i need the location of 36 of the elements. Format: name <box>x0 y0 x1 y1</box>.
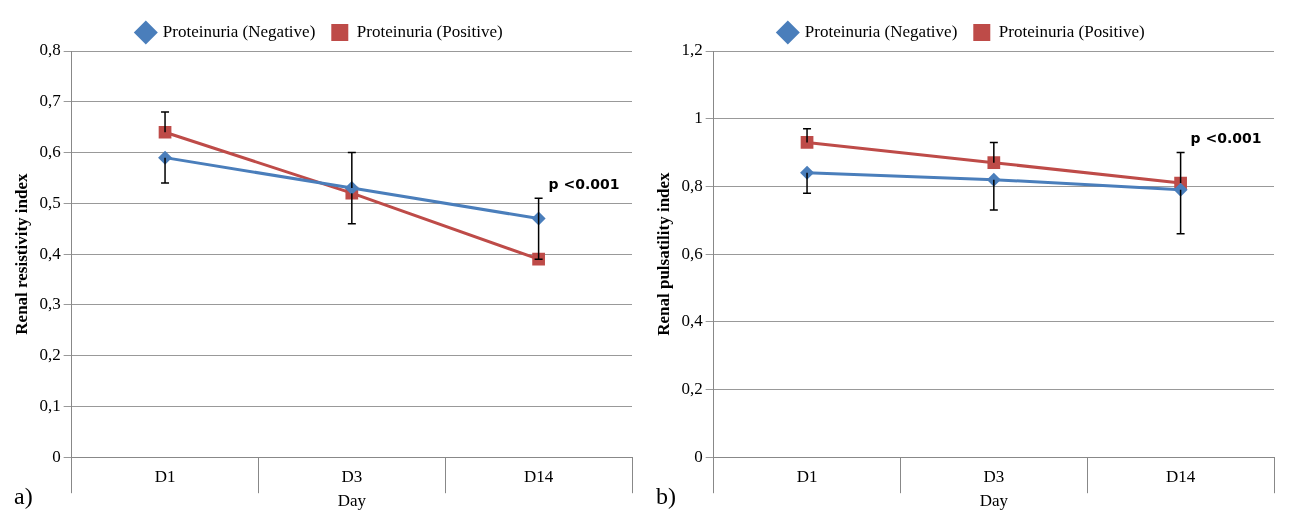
x-axis-title: Day <box>979 491 1009 511</box>
x-tick-label: D1 <box>154 466 176 486</box>
y-tick-label: 0,6 <box>681 243 703 263</box>
y-tick-label: 0,3 <box>39 294 61 314</box>
y-tick-label: 0,2 <box>39 345 61 365</box>
y-tick-label: 0,8 <box>681 175 703 195</box>
y-tick-label: 0 <box>694 446 703 466</box>
y-tick-label: 0,6 <box>39 142 61 162</box>
y-axis-title: Renal pulsatility index <box>653 171 673 336</box>
y-tick-label: 0,4 <box>681 311 704 331</box>
point <box>987 156 1001 170</box>
y-tick-label: 0,8 <box>39 40 61 60</box>
text: b) <box>656 483 676 510</box>
legend-label: Proteinuria (Negative) <box>804 21 958 41</box>
y-tick-label: 0,7 <box>39 91 62 111</box>
annotation: p <0.001 <box>548 175 620 192</box>
text: a) <box>14 483 33 510</box>
x-axis-title: Day <box>337 491 367 511</box>
y-tick-label: 0,1 <box>39 395 61 415</box>
x-tick-label: D14 <box>523 466 554 486</box>
legend-label: Proteinuria (Positive) <box>998 21 1145 41</box>
annotation: p <0.001 <box>1190 130 1262 147</box>
legend-label: Proteinuria (Negative) <box>162 21 316 41</box>
x-tick-label: D3 <box>983 466 1005 486</box>
y-axis-title: Renal resistivity index <box>11 173 31 335</box>
y-tick-label: 1,2 <box>681 40 703 60</box>
legend-label: Proteinuria (Positive) <box>356 21 503 41</box>
point <box>1173 182 1188 197</box>
y-tick-label: 1 <box>694 108 703 128</box>
x-tick-label: D3 <box>341 466 363 486</box>
y-tick-label: 0,5 <box>39 192 61 212</box>
x-tick-label: D14 <box>1165 466 1196 486</box>
y-tick-label: 0 <box>52 446 61 466</box>
x-tick-label: D1 <box>796 466 818 486</box>
y-tick-label: 0,4 <box>39 243 62 263</box>
y-tick-label: 0,2 <box>681 378 703 398</box>
